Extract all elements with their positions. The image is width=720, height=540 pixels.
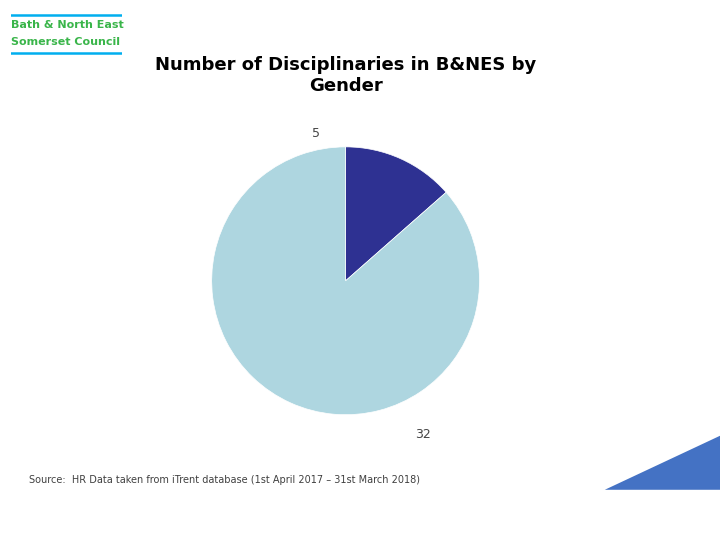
Wedge shape (212, 147, 480, 415)
Text: 32: 32 (415, 428, 431, 441)
Text: Source:  HR Data taken from iTrent database (1st April 2017 – 31st March 2018): Source: HR Data taken from iTrent databa… (29, 475, 420, 485)
Text: Bath & North East Somerset -: Bath & North East Somerset - (101, 508, 360, 522)
Text: Somerset Council: Somerset Council (11, 37, 120, 47)
Polygon shape (605, 436, 720, 490)
Title: Number of Disciplinaries in B&NES by
Gender: Number of Disciplinaries in B&NES by Gen… (155, 56, 536, 95)
Text: Bath & North East: Bath & North East (11, 21, 124, 30)
Text: The place to live, work and visit: The place to live, work and visit (360, 508, 634, 522)
Text: 5: 5 (312, 127, 320, 140)
Wedge shape (346, 147, 446, 281)
